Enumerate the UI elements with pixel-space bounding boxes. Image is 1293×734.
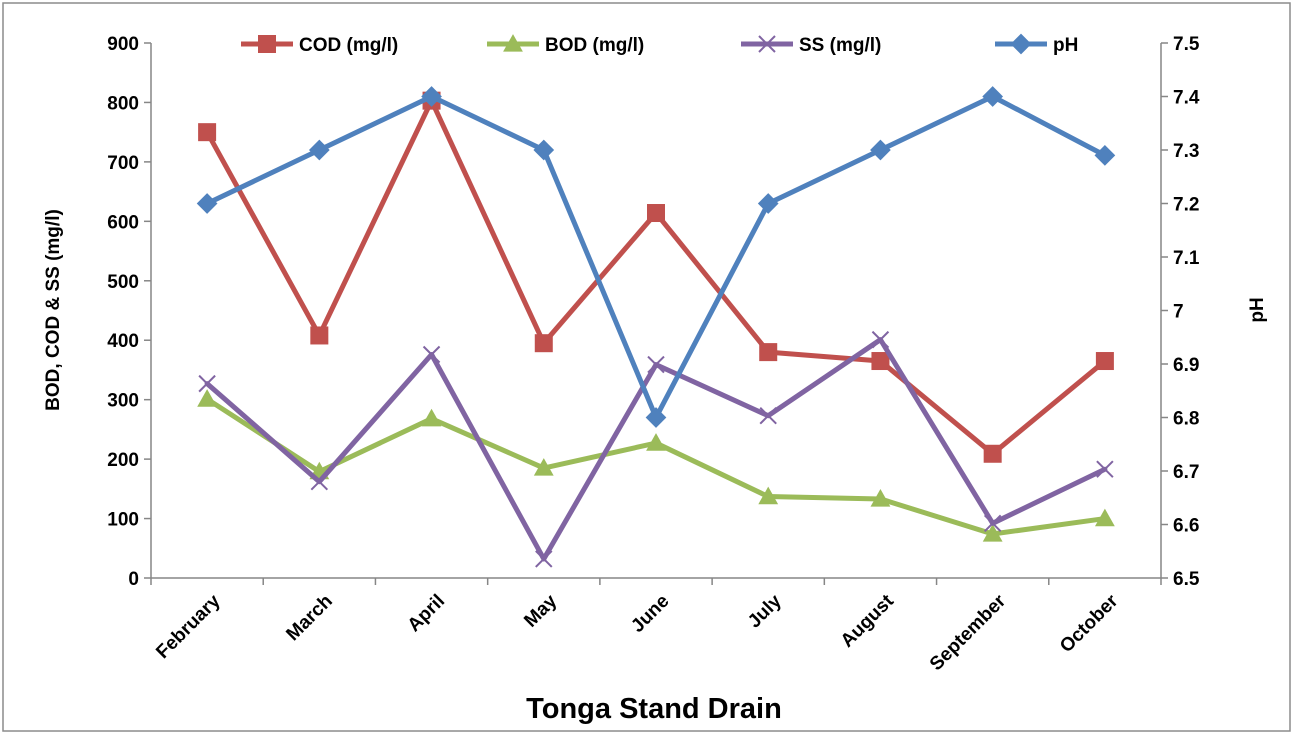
legend-item: SS (mg/l) (741, 35, 881, 56)
y-tick-label: 900 (107, 34, 139, 55)
data-point (759, 343, 778, 362)
marker-stroke (310, 472, 329, 491)
data-point (198, 123, 217, 142)
y2-tick-label: 7 (1173, 302, 1184, 323)
data-point (870, 489, 891, 507)
data-point (258, 35, 276, 53)
data-point (1010, 33, 1032, 55)
series-ss (198, 330, 1114, 568)
data-point (982, 524, 1003, 542)
data-point (758, 486, 779, 505)
legend-label: BOD (mg/l) (545, 35, 644, 56)
marker-stroke (422, 345, 441, 364)
data-point (534, 334, 553, 353)
data-point (422, 345, 441, 364)
y2-axis-title: pH (1247, 297, 1268, 322)
y2-tick-label: 7.5 (1173, 34, 1200, 55)
marker-stroke (535, 550, 553, 568)
y2-tick-label: 6.8 (1173, 409, 1199, 430)
marker-stroke (871, 330, 890, 349)
series-ph (196, 86, 1116, 428)
y-axis-title: BOD, COD & SS (mg/l) (43, 209, 64, 411)
y2-tick-label: 7.2 (1173, 195, 1199, 216)
y-tick-label: 100 (107, 510, 139, 531)
y-tick-label: 200 (107, 450, 139, 471)
data-point (983, 514, 1002, 533)
data-point (1096, 460, 1114, 478)
y-tick-label: 400 (107, 331, 139, 352)
legend-label: pH (1053, 35, 1078, 56)
data-point (421, 408, 442, 427)
data-point (759, 407, 777, 425)
data-point (1094, 145, 1116, 166)
marker-stroke (983, 514, 1002, 533)
data-point (647, 204, 665, 223)
y2-tick-label: 6.6 (1173, 516, 1199, 537)
data-point (871, 352, 890, 371)
data-point (647, 355, 665, 374)
data-point (533, 139, 555, 161)
data-point (196, 193, 218, 214)
data-point (310, 326, 329, 345)
data-point (758, 35, 776, 53)
legend-label: SS (mg/l) (799, 35, 881, 56)
data-point (871, 330, 890, 349)
data-point (983, 444, 1002, 463)
data-point (310, 472, 329, 491)
data-point (198, 374, 216, 393)
y2-tick-label: 6.7 (1173, 462, 1199, 483)
legend-item: pH (995, 33, 1078, 56)
y-tick-label: 700 (107, 153, 139, 174)
y-tick-label: 800 (107, 93, 139, 114)
data-point (197, 389, 218, 407)
marker-stroke (758, 35, 776, 53)
y2-tick-label: 7.1 (1173, 248, 1200, 269)
legend-label: COD (mg/l) (299, 35, 398, 56)
marker-stroke (647, 355, 665, 374)
data-point (1094, 508, 1115, 527)
data-point (757, 193, 779, 214)
y2-tick-label: 6.5 (1173, 569, 1200, 590)
data-point (533, 458, 554, 476)
legend-item: COD (mg/l) (241, 35, 398, 56)
legend: COD (mg/l) BOD (mg/l) SS (mg/l) pH (241, 33, 1078, 56)
data-point (646, 433, 666, 451)
data-point (308, 139, 330, 161)
data-point (503, 34, 523, 52)
y-tick-label: 500 (107, 272, 139, 293)
data-point (645, 407, 667, 428)
y2-tick-label: 7.4 (1173, 88, 1200, 109)
marker-stroke (759, 407, 777, 425)
y-tick-label: 0 (128, 569, 139, 590)
marker-stroke (198, 374, 216, 393)
legend-item: BOD (mg/l) (487, 34, 644, 56)
y-tick-label: 300 (107, 391, 139, 412)
chart-title: Tonga Stand Drain (526, 693, 782, 725)
y2-tick-label: 7.3 (1173, 141, 1199, 162)
data-point (421, 86, 442, 107)
y2-tick-label: 6.9 (1173, 355, 1199, 376)
series-layer (196, 86, 1116, 568)
series-bod (197, 389, 1115, 542)
y-tick-label: 600 (107, 212, 139, 233)
data-point (1095, 352, 1114, 371)
data-point (982, 86, 1004, 107)
marker-stroke (1096, 460, 1114, 478)
data-point (535, 550, 553, 568)
data-point (870, 139, 891, 161)
